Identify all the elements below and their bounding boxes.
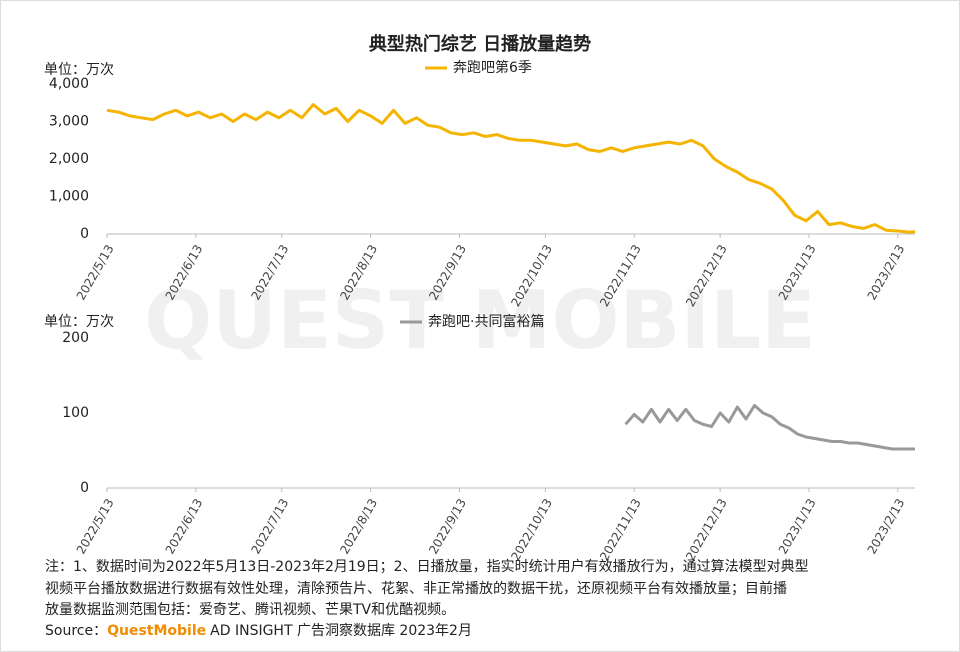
legend-label: 奔跑吧·共同富裕篇 [428,313,544,330]
y-tick-label: 100 [62,405,89,421]
note-line: 视频平台播放数据进行数据有效性处理，清除预告片、花絮、非正常播放的数据干扰，还原… [45,580,787,597]
legend-label: 奔跑吧第6季 [453,59,532,76]
y-tick-label: 0 [80,480,89,496]
series-line [624,404,915,451]
source-label: Source： [45,623,107,639]
title: 典型热门综艺 日播放量趋势 [369,33,591,55]
watermark: QUEST MOBILE [144,274,816,367]
note-line: 注：1、数据时间为2022年5月13日-2023年2月19日；2、日播放量，指实… [45,558,809,575]
y-axis-label: 单位：万次 [44,62,114,78]
y-tick-label: 1,000 [49,189,89,205]
series-line [106,103,916,234]
source-text: AD INSIGHT 广告洞察数据库 2023年2月 [210,622,472,639]
y-tick-label: 200 [62,330,89,346]
y-tick-label: 2,000 [49,151,89,167]
note-line: 放量数据监测范围包括：爱奇艺、腾讯视频、芒果TV和优酷视频。 [45,601,455,618]
y-tick-label: 3,000 [49,114,89,130]
y-tick-label: 4,000 [49,76,89,92]
source-brand: QuestMobile [107,623,206,639]
y-axis-label: 单位：万次 [44,314,114,330]
y-tick-label: 0 [80,226,89,242]
source: Source：QuestMobile AD INSIGHT 广告洞察数据库 202… [45,622,472,639]
